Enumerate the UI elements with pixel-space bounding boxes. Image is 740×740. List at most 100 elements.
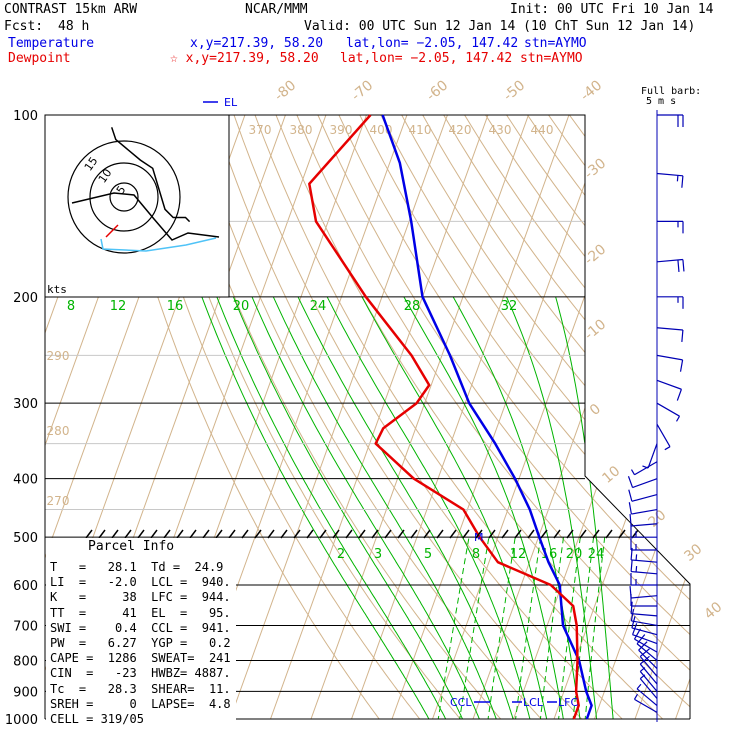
dew-legend-xy: ☆ x,y=217.39, 58.20 xyxy=(170,51,319,66)
theta-label: 430 xyxy=(489,123,512,137)
wind-barb-staff xyxy=(656,354,683,361)
dry-adiabat xyxy=(233,115,636,719)
mixing-label: 5 xyxy=(424,547,432,562)
wind-barb-staff xyxy=(656,172,683,177)
isotherm-label: -30 xyxy=(582,155,610,182)
theta-label: 420 xyxy=(449,123,472,137)
mixing-label: 3 xyxy=(374,547,382,562)
moist-adiabat xyxy=(403,296,567,719)
isotherm-label: 40 xyxy=(701,599,725,623)
wind-barb-staff xyxy=(638,649,658,669)
pressure-label: 800 xyxy=(13,654,38,669)
wind-barb-flag xyxy=(636,634,646,645)
wind-barb-flag xyxy=(638,641,648,651)
wind-barb-staff xyxy=(632,478,658,489)
pressure-label: 900 xyxy=(13,685,38,700)
wind-barb-flag xyxy=(630,601,633,614)
lcl-label: LCL xyxy=(523,696,544,709)
moist-adiabat xyxy=(216,296,453,719)
dry-adiabat xyxy=(170,115,513,719)
theta-label: 280 xyxy=(47,424,70,438)
parcel-row: TT = 41 EL = 95. xyxy=(50,605,231,620)
wind-barb-staff xyxy=(656,327,683,331)
wind-barb-staff xyxy=(656,258,683,263)
wind-barb-staff xyxy=(631,595,658,599)
hatch-mark xyxy=(436,529,444,539)
hatch-mark xyxy=(345,529,353,539)
wind-barb-flag xyxy=(635,565,638,573)
dew-legend-latlon: lat,lon= −2.05, 147.42 xyxy=(340,51,513,66)
valid-time: Valid: 00 UTC Sun 12 Jan 14 (10 ChT Sun … xyxy=(304,19,696,34)
isotherm-line xyxy=(716,115,740,719)
wind-barb-flag xyxy=(681,329,684,342)
moist-adiabat xyxy=(555,296,615,719)
hodograph-ring xyxy=(89,162,159,232)
theta-label: 370 xyxy=(249,123,272,137)
temp-legend-xy: x,y=217.39, 58.20 xyxy=(190,36,324,51)
dry-adiabat xyxy=(212,115,595,719)
dry-adiabat xyxy=(191,115,554,719)
moist-adiabat xyxy=(361,296,550,719)
wind-barb-flag xyxy=(639,655,650,665)
theta-label: 290 xyxy=(47,349,70,363)
isotherm-line xyxy=(675,115,690,719)
dry-adiabat xyxy=(568,115,690,719)
wind-barb-flag xyxy=(631,616,636,629)
wind-barb-staff xyxy=(631,508,658,515)
wind-barb-staff xyxy=(639,678,658,699)
dry-adiabat xyxy=(359,115,690,719)
hodograph-trace-main xyxy=(71,192,220,241)
wind-barb-flag xyxy=(628,489,633,502)
hatch-mark xyxy=(501,529,509,539)
isotherm-label: 0 xyxy=(587,401,604,419)
wind-barb-flag xyxy=(628,502,632,515)
pressure-label: 700 xyxy=(13,619,38,634)
hatch-mark xyxy=(514,529,522,539)
hodograph-trace-lower xyxy=(100,237,217,252)
moist-adiabat xyxy=(506,296,599,719)
hatch-mark xyxy=(449,529,457,539)
parcel-row: PW = 6.27 YGP = 0.2 xyxy=(50,636,231,650)
lfc-label: LFC xyxy=(558,696,578,709)
wind-barb-flag xyxy=(633,693,639,700)
hatch-mark xyxy=(475,529,483,539)
wind-barb-staff xyxy=(656,402,680,417)
theta-label: 440 xyxy=(531,123,554,137)
pressure-label: 400 xyxy=(13,473,38,488)
parcel-row: CIN = -23 HWBZ= 4887. xyxy=(50,666,231,681)
fcst-label: Fcst: xyxy=(4,19,44,34)
theta-label: 270 xyxy=(47,494,70,508)
dry-adiabat xyxy=(590,115,690,719)
dry-adiabat xyxy=(149,115,472,719)
isotherm-label: -80 xyxy=(272,77,300,104)
hodograph-units: kts xyxy=(47,283,67,296)
pressure-label: 1000 xyxy=(5,713,38,728)
theta-label: 410 xyxy=(409,123,432,137)
hatch-mark xyxy=(358,529,366,539)
isotherm-line xyxy=(310,115,529,719)
hatch-mark xyxy=(371,529,379,539)
wind-barb-staff xyxy=(639,663,658,685)
mixing-label: 32 xyxy=(501,299,518,314)
wind-barb-flag xyxy=(639,674,646,680)
wind-barb-staff xyxy=(631,523,658,527)
temp-legend-name: Temperature xyxy=(8,36,95,51)
wind-barb-flag xyxy=(632,623,638,635)
hatch-mark xyxy=(137,529,145,539)
wind-barb-staff xyxy=(631,493,658,502)
isotherm-label: -40 xyxy=(578,77,606,104)
dry-adiabat xyxy=(485,115,690,719)
wind-barb-staff xyxy=(631,559,658,563)
wind-barb-staff xyxy=(636,643,658,661)
wind-barb-flag xyxy=(682,259,685,272)
dew-legend-stn: stn=AYMO xyxy=(520,51,583,66)
wind-barb-staff xyxy=(631,627,658,636)
pressure-label: 500 xyxy=(13,531,38,546)
mixing-label: 20 xyxy=(233,299,250,314)
wind-barb-flag xyxy=(636,683,642,690)
parcel-row: SWI = 0.4 CCL = 941. xyxy=(50,620,231,635)
hatch-mark xyxy=(202,529,210,539)
fcst-value: 48 h xyxy=(58,19,90,34)
el-label: EL xyxy=(224,96,238,109)
